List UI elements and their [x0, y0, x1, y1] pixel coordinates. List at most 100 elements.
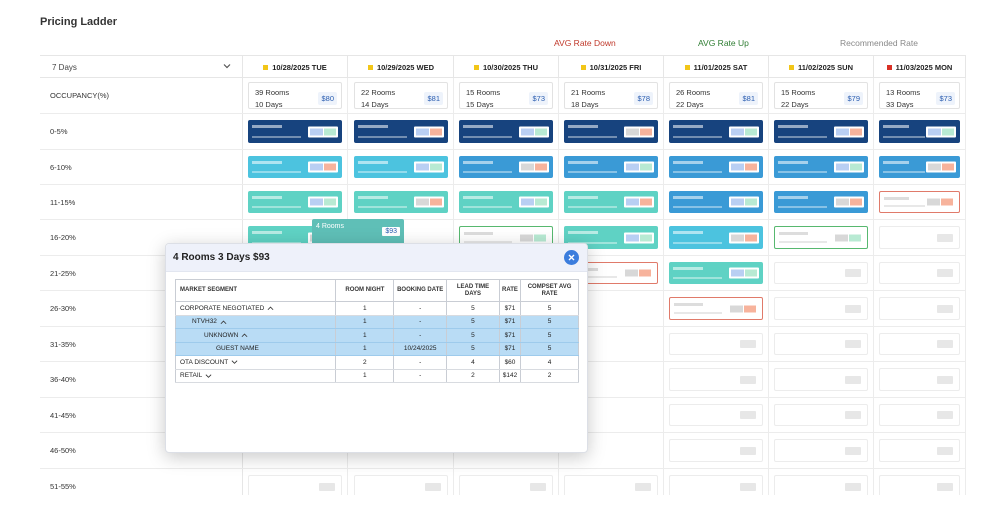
occupancy-rooms: 15 Rooms — [781, 88, 816, 97]
rate-tile[interactable] — [669, 156, 763, 178]
rate-chip — [624, 126, 654, 137]
flag-icon — [684, 64, 690, 70]
rate-tile[interactable] — [248, 191, 342, 213]
table-row[interactable]: OTA DISCOUNT 2-4 $60 4 — [174, 355, 579, 370]
close-button[interactable] — [564, 250, 579, 265]
chevron-down-icon[interactable] — [231, 359, 238, 365]
occupancy-days: 22 Days — [781, 100, 809, 109]
occupancy-band-row: 6-10% — [40, 150, 966, 185]
column-header: ROOM NIGHT — [335, 279, 395, 302]
rate-tile[interactable] — [774, 404, 868, 426]
rate-tile[interactable] — [248, 156, 342, 178]
rate-tile[interactable] — [879, 333, 960, 355]
rate-tile[interactable] — [774, 262, 868, 284]
rate-tile[interactable] — [564, 475, 658, 495]
rate-tile[interactable] — [879, 226, 960, 249]
rate-tile[interactable] — [669, 439, 763, 462]
lead-time-cell: 5 — [446, 342, 500, 356]
row-label: OCCUPANCY(%) — [40, 78, 243, 113]
chevron-up-icon[interactable] — [267, 305, 274, 311]
rate-tile[interactable] — [879, 262, 960, 284]
occupancy-box[interactable]: 13 Rooms 33 Days $73 — [879, 82, 960, 109]
rate-tile[interactable] — [459, 156, 553, 178]
rate-tile[interactable] — [564, 226, 658, 249]
rate-tile[interactable] — [459, 475, 553, 495]
occupancy-box[interactable]: 22 Rooms 14 Days $81 — [354, 82, 448, 109]
rate-tile[interactable] — [774, 439, 868, 462]
rate-tile[interactable] — [669, 297, 763, 320]
rate-tile[interactable] — [774, 120, 868, 143]
room-night-cell: 1 — [335, 328, 395, 343]
rate-tile[interactable] — [774, 191, 868, 213]
rate-tile[interactable] — [459, 120, 553, 143]
rate-tile[interactable] — [354, 191, 448, 213]
rate-tile[interactable] — [879, 475, 960, 495]
rate-tile[interactable] — [774, 226, 868, 249]
rate-tile[interactable] — [354, 475, 448, 495]
table-row[interactable]: UNKNOWN 1-5 $71 5 — [174, 328, 579, 343]
rate-tile[interactable] — [354, 156, 448, 178]
selected-rate-tile[interactable]: 4 Rooms $93 — [312, 219, 404, 247]
rate-tile[interactable] — [879, 191, 960, 213]
rate-chip — [925, 196, 955, 208]
rate-tile[interactable] — [564, 156, 658, 178]
rate-tile[interactable] — [669, 191, 763, 213]
rate-chip — [729, 196, 759, 208]
table-row[interactable]: CORPORATE NEGOTIATED 1-5 $71 5 — [174, 301, 579, 316]
rate-cell — [559, 291, 664, 326]
rate-tile[interactable] — [774, 333, 868, 355]
occupancy-box[interactable]: 26 Rooms 22 Days $81 — [669, 82, 763, 109]
occupancy-box[interactable]: 21 Rooms 18 Days $78 — [564, 82, 658, 109]
rate-placeholder — [937, 340, 953, 348]
rate-chip — [518, 232, 548, 243]
rate-tile[interactable] — [774, 297, 868, 320]
row-label: 11-15% — [40, 185, 243, 219]
rate-tile[interactable] — [669, 262, 763, 284]
rate-tile[interactable] — [879, 297, 960, 320]
rate-tile[interactable] — [879, 120, 960, 143]
rate-tile[interactable] — [774, 475, 868, 495]
rate-chip — [833, 232, 863, 243]
rate-tile[interactable] — [669, 404, 763, 426]
date-label: 10/31/2025 FRI — [589, 62, 642, 72]
table-row[interactable]: RETAIL 1-2 $142 2 — [174, 369, 579, 383]
table-row[interactable]: NTVH32 1-5 $71 5 — [174, 315, 579, 329]
rate-tile[interactable] — [669, 333, 763, 355]
room-night-cell: 1 — [335, 315, 395, 329]
rate-cell — [769, 185, 874, 219]
chevron-up-icon[interactable] — [220, 319, 227, 325]
chevron-down-icon[interactable] — [205, 373, 212, 379]
occupancy-box[interactable]: 15 Rooms 15 Days $73 — [459, 82, 553, 109]
rate-tile[interactable] — [354, 120, 448, 143]
rate-cell: $60 — [498, 355, 522, 370]
flag-icon — [473, 64, 479, 70]
tile-bar — [358, 125, 389, 128]
rate-tile[interactable] — [669, 368, 763, 391]
tile-bar — [568, 171, 617, 173]
rate-tile[interactable] — [248, 120, 342, 143]
rate-tile[interactable] — [774, 156, 868, 178]
rate-tile[interactable] — [879, 156, 960, 178]
rate-tile[interactable] — [564, 120, 658, 143]
rate-placeholder — [740, 411, 756, 419]
rate-tile[interactable] — [459, 191, 553, 213]
rate-tile[interactable] — [879, 404, 960, 426]
chevron-up-icon[interactable] — [241, 332, 248, 338]
rate-tile[interactable] — [669, 226, 763, 249]
rate-cell — [769, 398, 874, 432]
occupancy-box[interactable]: 39 Rooms 10 Days $80 — [248, 82, 342, 109]
rate-cell — [349, 469, 454, 495]
occupancy-box[interactable]: 15 Rooms 22 Days $79 — [774, 82, 868, 109]
rate-tile[interactable] — [879, 439, 960, 462]
rate-tile[interactable] — [879, 368, 960, 391]
occupancy-rooms: 22 Rooms — [361, 88, 396, 97]
rate-tile[interactable] — [564, 191, 658, 213]
table-row[interactable]: GUEST NAME 1 10/24/2025 5 $71 5 — [174, 342, 579, 356]
rate-chip — [623, 267, 653, 279]
rate-tile[interactable] — [669, 475, 763, 495]
rate-tile[interactable] — [248, 475, 342, 495]
rate-tile[interactable] — [669, 120, 763, 143]
days-range-select[interactable]: 7 Days — [40, 56, 243, 78]
rate-tile[interactable] — [774, 368, 868, 391]
occupancy-rate: $80 — [318, 92, 337, 105]
